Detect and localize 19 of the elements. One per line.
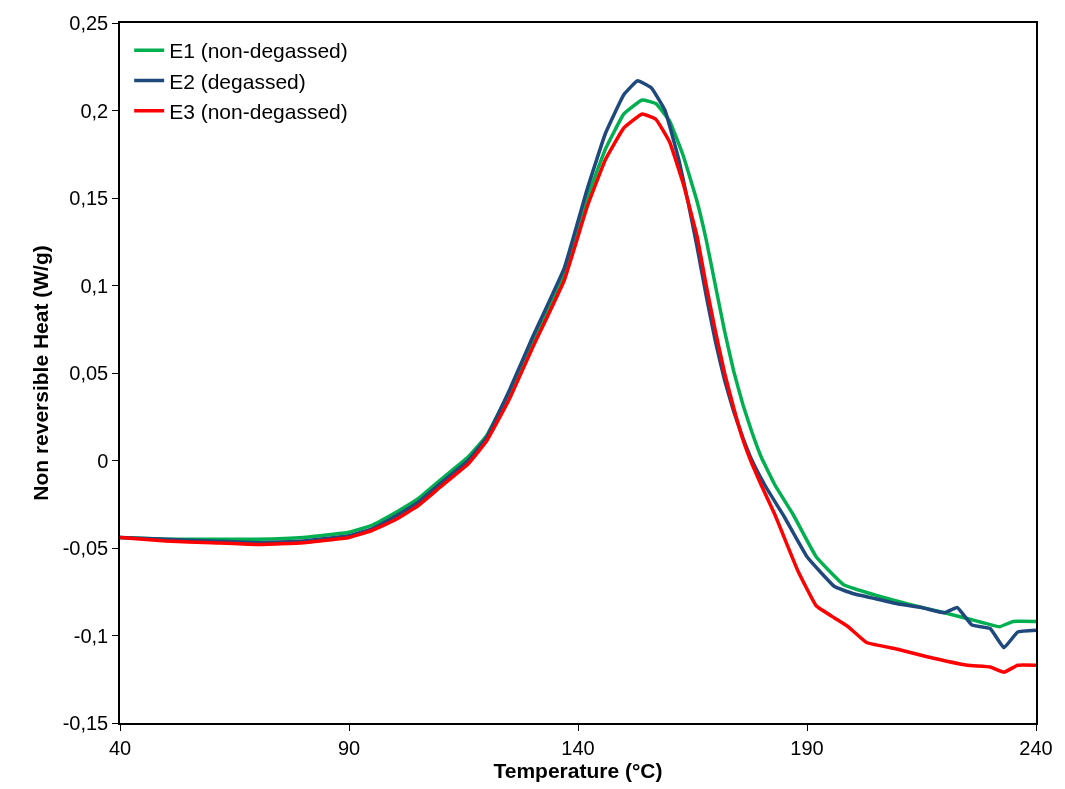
- x-tick-label: 90: [337, 736, 361, 759]
- x-tick-label: 40: [108, 736, 132, 759]
- legend-label: E1 (non-degassed): [169, 39, 348, 63]
- x-tick-label: 240: [1019, 736, 1053, 759]
- x-tick-label: 190: [790, 736, 824, 759]
- legend-label: E2 (degassed): [169, 69, 306, 93]
- y-axis-title: Non reversible Heat (W/g): [29, 245, 53, 501]
- legend-label: E3 (non-degassed): [169, 99, 348, 123]
- y-tick-label: 0,2: [80, 99, 109, 122]
- y-tick-label: -0,15: [62, 712, 109, 734]
- y-tick-label: -0,05: [62, 537, 109, 559]
- y-tick-label: 0,25: [69, 12, 109, 34]
- y-tick-label: 0,15: [69, 187, 109, 209]
- x-axis-title: Temperature (°C): [493, 758, 663, 782]
- y-tick-label: -0,1: [73, 624, 109, 647]
- x-tick-label: 140: [561, 736, 595, 759]
- y-tick-label: 0: [97, 449, 109, 472]
- y-tick-label: 0,05: [69, 362, 109, 384]
- y-tick-label: 0,1: [80, 274, 109, 297]
